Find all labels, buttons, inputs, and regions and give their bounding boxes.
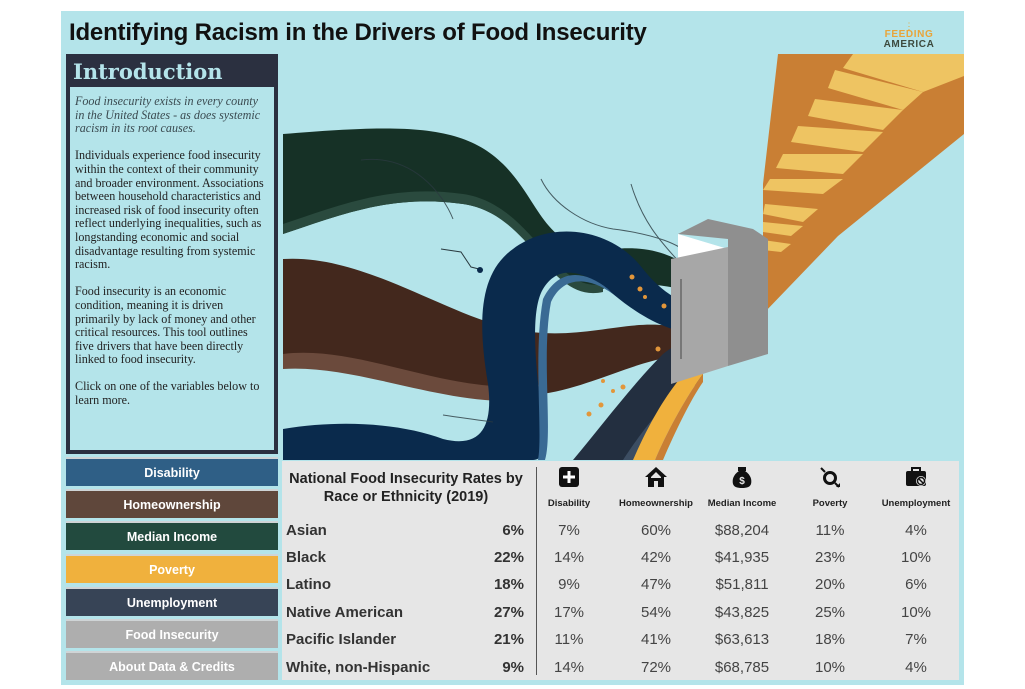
staircase-illustration [763,54,964,314]
disability-value: 17% [553,604,585,621]
column-header-poverty[interactable]: Poverty [800,461,860,517]
logo-line-2: AMERICA [883,39,935,50]
median-income-value: $41,935 [714,549,770,566]
svg-text:$: $ [739,476,745,487]
median-income-value: $88,204 [714,522,770,539]
race-label: Pacific Islander [286,631,397,648]
intro-panel: Introduction Food insecurity exists in e… [66,54,278,454]
disability-value: 14% [553,549,585,566]
unemployment-value: 6% [905,576,927,593]
table-row: Latino 18% 9% 47% $51,811 20% 6% [282,571,959,598]
nav-button-label: Disability [144,465,200,480]
homeownership-value: 41% [640,631,672,648]
race-label: White, non-Hispanic [286,659,431,676]
food-insecurity-rate: 6% [502,522,524,539]
intro-paragraph: Food insecurity is an economic condition… [75,284,256,367]
food-insecurity-rate: 18% [493,576,524,593]
table-row: Pacific Islander 21% 11% 41% $63,613 18%… [282,626,959,653]
dashboard: Identifying Racism in the Drivers of Foo… [61,11,964,685]
table-row: Black 22% 14% 42% $41,935 23% 10% [282,544,959,571]
poverty-stream [633,354,703,460]
nav-button-homeownership[interactable]: Homeownership [66,489,278,518]
intro-paragraph: Food insecurity exists in every county i… [75,94,261,136]
falling-coin-icon [820,467,840,488]
food-insecurity-rate: 21% [493,631,524,648]
unemployment-value: 7% [905,631,927,648]
intro-heading: Introduction [73,59,223,84]
homeownership-value: 60% [640,522,672,539]
table-row: Native American 27% 17% 54% $43,825 25% … [282,599,959,626]
nav-button-label: Poverty [149,562,195,577]
intro-body: Food insecurity exists in every county i… [70,87,274,450]
column-label: Median Income [707,498,777,509]
poverty-value: 11% [815,522,845,539]
median-income-value: $68,785 [714,659,770,676]
race-label: Latino [286,576,331,593]
homeownership-value: 72% [640,659,672,676]
house-icon [645,467,667,487]
intro-paragraph: Click on one of the variables below to l… [75,379,260,408]
page-title: Identifying Racism in the Drivers of Foo… [69,19,647,46]
nav-button-label: Median Income [126,529,218,544]
poverty-value: 10% [814,659,846,676]
disability-value: 11% [554,631,584,648]
nav-button-about-data-credits[interactable]: About Data & Credits [66,651,278,680]
plus-square-icon [559,467,579,487]
illustration [283,54,964,460]
column-header-homeownership[interactable]: Homeownership [616,461,696,517]
nav-button-unemployment[interactable]: Unemployment [66,587,278,616]
race-label: Asian [286,522,327,539]
nav-button-disability[interactable]: Disability [66,457,278,486]
table-row: White, non-Hispanic 9% 14% 72% $68,785 1… [282,654,959,681]
column-label: Disability [547,498,591,509]
table-divider [536,467,537,675]
unemployment-value: 10% [900,604,932,621]
logo-line-1: FEEDING [884,29,934,40]
table-row: Asian 6% 7% 60% $88,204 11% 4% [282,517,959,544]
nav-button-label: About Data & Credits [109,659,235,674]
unemployment-value: 4% [905,522,927,539]
poverty-value: 23% [814,549,846,566]
poverty-value: 20% [814,576,846,593]
food-insecurity-rate: 22% [493,549,524,566]
homeownership-value: 54% [640,604,672,621]
food-insecurity-table: National Food Insecurity Rates by Race o… [282,461,959,680]
money-bag-icon: $ [732,467,752,488]
wheat-icon: ⋮ [904,21,914,31]
fridge-illustration [671,219,768,384]
food-insecurity-rate: 27% [493,604,524,621]
disability-stream [283,231,703,460]
column-label: Unemployment [881,498,951,509]
nav-button-label: Homeownership [123,497,221,512]
nav-button-label: Food Insecurity [125,627,219,642]
column-header-unemployment[interactable]: Unemployment [878,461,954,517]
poverty-value: 18% [814,631,846,648]
column-label: Homeownership [619,498,693,509]
briefcase-ban-icon [906,467,926,486]
unemployment-value: 4% [905,659,927,676]
nav-button-food-insecurity[interactable]: Food Insecurity [66,619,278,648]
race-label: Native American [286,604,403,621]
nav-button-poverty[interactable]: Poverty [66,554,278,583]
column-header-disability[interactable]: Disability [540,461,598,517]
column-header-median-income[interactable]: $ Median Income [702,461,782,517]
homeownership-value: 47% [640,576,672,593]
race-label: Black [286,549,327,566]
disability-value: 7% [558,522,580,539]
disability-value: 14% [553,659,585,676]
poverty-value: 25% [814,604,846,621]
homeownership-value: 42% [640,549,672,566]
nav-button-label: Unemployment [126,595,218,610]
column-label: Poverty [812,498,848,509]
feeding-america-logo[interactable]: ⋮ FEEDING AMERICA [879,22,939,54]
unemployment-value: 10% [900,549,932,566]
nav-button-median-income[interactable]: Median Income [66,521,278,550]
disability-value: 9% [558,576,580,593]
median-income-value: $43,825 [714,604,770,621]
intro-paragraph: Individuals experience food insecurity w… [75,148,264,272]
table-title: National Food Insecurity Rates by Race o… [289,471,523,505]
median-income-value: $51,811 [715,576,769,593]
median-income-value: $63,613 [714,631,770,648]
food-insecurity-rate: 9% [502,659,524,676]
